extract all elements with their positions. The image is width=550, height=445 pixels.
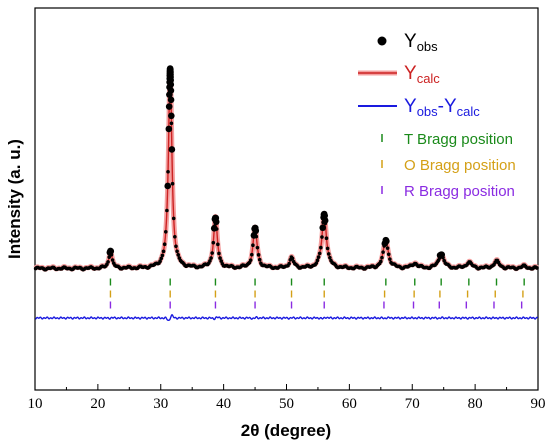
legend-label-bragg-o: O Bragg position: [404, 157, 516, 174]
obs-peak-points: [210, 214, 220, 232]
obs-point: [165, 125, 173, 133]
obs-point: [167, 96, 175, 104]
obs-point: [212, 214, 219, 222]
bragg-layer: [109, 278, 525, 309]
obs-point: [165, 103, 173, 110]
legend-label-bragg-r: R Bragg position: [404, 183, 515, 200]
x-tick-label: 10: [28, 396, 43, 412]
y-axis-title: Intensity (a. u.): [5, 139, 24, 259]
legend-label-diff: Yobs-Ycalc: [404, 96, 480, 119]
obs-point: [251, 224, 259, 232]
obs-point: [168, 146, 176, 153]
x-tick-label: 50: [279, 396, 294, 412]
obs-point: [164, 182, 172, 190]
obs-point: [382, 236, 390, 244]
legend-marker-obs: [377, 36, 387, 46]
x-tick-label: 90: [531, 396, 546, 412]
obs-point: [320, 210, 328, 218]
x-tick-label: 30: [153, 396, 168, 412]
x-tick-label: 60: [342, 396, 357, 412]
legend-label-obs: Yobs: [404, 31, 438, 54]
difference-line: [35, 313, 539, 321]
obs-point: [437, 251, 445, 259]
obs-point: [107, 247, 114, 255]
obs-peak-points: [250, 224, 260, 239]
series-layer: [33, 65, 540, 321]
legend-label-calc: Ycalc: [404, 63, 440, 86]
x-tick-label: 20: [90, 396, 105, 412]
obs-point: [319, 224, 327, 232]
obs-peak-points: [319, 210, 329, 232]
obs-point: [168, 112, 175, 120]
obs-peak-points: [164, 65, 176, 190]
obs-peak-points: [436, 251, 446, 259]
obs-point: [210, 225, 218, 232]
x-axis-title: 2θ (degree): [241, 421, 331, 440]
obs-peak-points: [106, 247, 115, 256]
legend: Yobs Ycalc Yobs-Ycalc T Bragg position O…: [358, 31, 516, 200]
ticks-layer: 10 20 30 40 50 60 70 80 90: [28, 384, 546, 412]
obs-peak-points: [381, 236, 390, 247]
x-tick-label: 70: [405, 396, 420, 412]
x-tick-label: 40: [216, 396, 231, 412]
x-tick-label: 80: [468, 396, 483, 412]
obs-point: [166, 65, 174, 72]
legend-label-bragg-t: T Bragg position: [404, 131, 513, 148]
